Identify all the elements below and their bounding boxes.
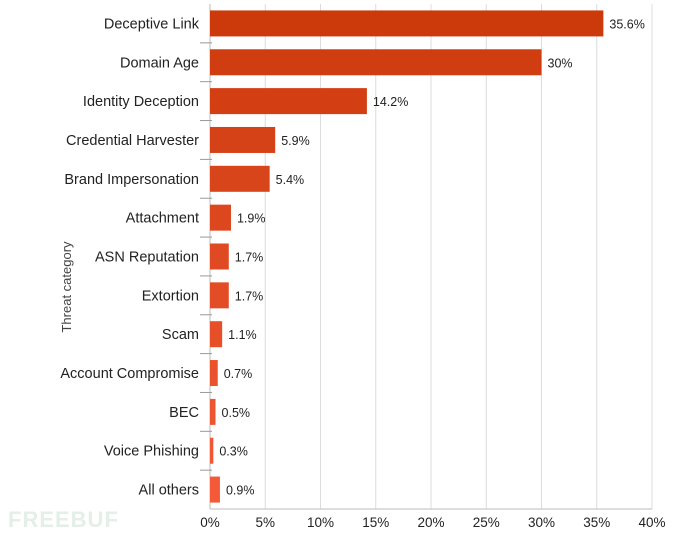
data-label: 5.9% [281, 134, 310, 148]
category-labels: Deceptive Link Domain Age Identity Decepti… [60, 16, 199, 498]
category-label: Attachment [126, 211, 199, 227]
x-axis-ticks: 0% 5% 10% 15% 20% 25% 30% 35% 40% [200, 515, 665, 530]
data-label: 14.2% [373, 95, 408, 109]
bar [210, 126, 276, 153]
bar [210, 360, 218, 387]
data-label: 0.7% [224, 367, 253, 381]
y-axis-label: Threat category [59, 241, 74, 333]
bar [210, 476, 220, 503]
bar [210, 10, 604, 37]
x-tick-label: 30% [528, 515, 555, 530]
category-label: BEC [169, 405, 199, 421]
category-label: Brand Impersonation [64, 172, 199, 188]
data-label: 0.5% [222, 406, 251, 420]
data-label: 1.7% [235, 251, 264, 265]
x-tick-label: 0% [200, 515, 220, 530]
bar [210, 243, 229, 270]
category-label: Scam [162, 327, 199, 343]
bar [210, 437, 214, 464]
x-tick-label: 35% [583, 515, 610, 530]
category-label: Account Compromise [60, 366, 199, 382]
bars: 35.6% 30% 14.2% 5.9% 5.4% 1.9% 1.7% 1.7% 1.1% 0.7… [210, 10, 645, 503]
category-label: ASN Reputation [95, 250, 199, 266]
x-tick-label: 25% [473, 515, 500, 530]
data-label: 5.4% [276, 173, 305, 187]
bar [210, 321, 223, 348]
data-label: 1.9% [237, 212, 266, 226]
data-label: 30% [548, 56, 573, 70]
category-label: Domain Age [120, 55, 199, 71]
category-label: Credential Harvester [66, 133, 199, 149]
bar [210, 165, 270, 192]
x-tick-label: 15% [362, 515, 389, 530]
x-tick-label: 20% [417, 515, 444, 530]
bar [210, 282, 229, 309]
data-label: 0.3% [219, 445, 248, 459]
grid-lines [200, 4, 653, 510]
category-label: Identity Deception [83, 94, 199, 110]
watermark-logo: FREEBUF [8, 507, 119, 532]
bar [210, 88, 367, 115]
bar [210, 204, 231, 231]
category-label: Deceptive Link [104, 16, 200, 32]
bar [210, 49, 542, 76]
x-tick-label: 10% [307, 515, 334, 530]
bar [210, 398, 216, 425]
category-label: All others [139, 483, 199, 499]
data-label: 1.7% [235, 289, 264, 303]
data-label: 1.1% [228, 328, 257, 342]
category-label: Extortion [142, 288, 199, 304]
category-label: Voice Phishing [104, 444, 199, 460]
data-label: 35.6% [609, 17, 644, 31]
x-tick-label: 5% [255, 515, 275, 530]
x-tick-label: 40% [638, 515, 665, 530]
data-label: 0.9% [226, 484, 255, 498]
